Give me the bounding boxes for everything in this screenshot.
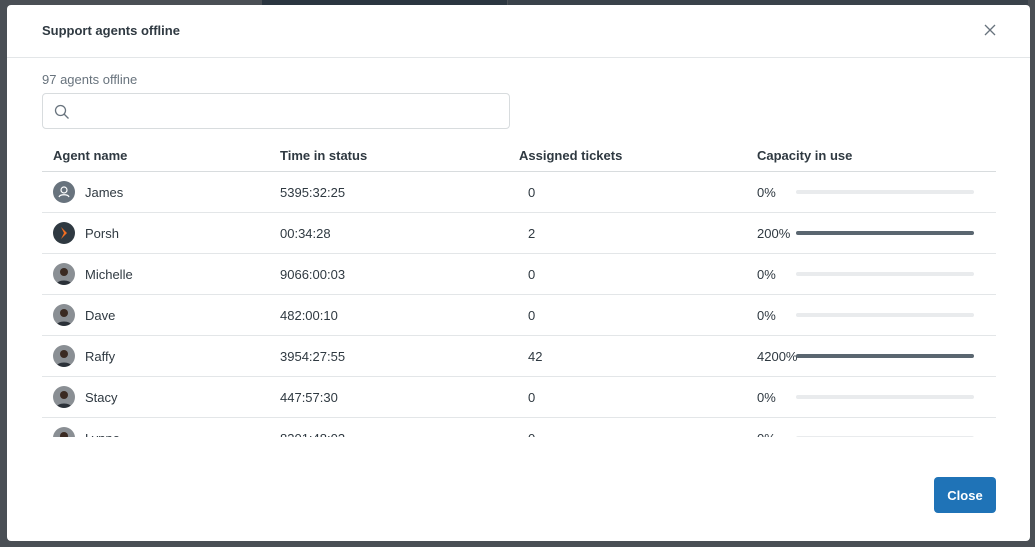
time-in-status: 482:00:10 <box>280 307 338 323</box>
background-panel <box>262 0 507 5</box>
assigned-tickets: 0 <box>528 184 536 200</box>
header-agent-name: Agent name <box>53 148 128 163</box>
header-time-in-status: Time in status <box>280 148 368 163</box>
assigned-tickets: 0 <box>528 266 536 282</box>
time-in-status: 00:34:28 <box>280 225 331 241</box>
time-in-status: 5395:32:25 <box>280 184 346 200</box>
search-input[interactable] <box>42 93 510 129</box>
close-button[interactable]: Close <box>934 477 996 513</box>
agent-name: Dave <box>85 307 116 323</box>
table-row[interactable]: Dave 482:00:10 0 0% <box>42 295 996 336</box>
modal-header: Support agents offline <box>7 5 1030 58</box>
capacity-percent: 0% <box>757 184 776 200</box>
time-in-status: 9066:00:03 <box>280 266 346 282</box>
assigned-tickets: 2 <box>528 225 536 241</box>
search-icon <box>54 104 69 119</box>
background-panel <box>508 0 1028 5</box>
assigned-tickets: 0 <box>528 307 536 323</box>
avatar <box>53 345 75 367</box>
capacity-bar <box>796 190 974 194</box>
close-icon[interactable] <box>982 22 998 38</box>
table-row[interactable]: James 5395:32:25 0 0% <box>42 172 996 213</box>
agent-name: Porsh <box>85 225 119 241</box>
capacity-percent: 200% <box>757 225 791 241</box>
capacity-bar <box>796 272 974 276</box>
capacity-percent: 0% <box>757 431 796 438</box>
agent-name: Lynne <box>85 431 120 438</box>
avatar <box>53 427 75 437</box>
capacity-bar <box>796 313 974 317</box>
header-capacity: Capacity in use <box>757 148 853 163</box>
avatar <box>53 222 75 244</box>
capacity-bar-fill <box>796 354 974 358</box>
avatar <box>53 386 75 408</box>
capacity-percent: 4200% <box>757 348 798 364</box>
agent-name: Stacy <box>85 389 118 405</box>
agent-name: James <box>85 184 124 200</box>
table-row[interactable]: Porsh 00:34:28 2 200% <box>42 213 996 254</box>
capacity-bar <box>796 354 974 358</box>
avatar <box>53 304 75 326</box>
table-row[interactable]: Lynne 8301:48:03 0 0% <box>42 418 996 437</box>
capacity-bar-fill <box>796 231 974 235</box>
capacity-percent: 0% <box>757 389 776 405</box>
capacity-bar <box>796 436 974 437</box>
time-in-status: 8301:48:03 <box>280 431 519 438</box>
assigned-tickets: 42 <box>528 348 543 364</box>
capacity-bar <box>796 395 974 399</box>
assigned-tickets: 0 <box>519 431 535 438</box>
table-row[interactable]: Michelle 9066:00:03 0 0% <box>42 254 996 295</box>
table-row[interactable]: Stacy 447:57:30 0 0% <box>42 377 996 418</box>
table-header: Agent name Time in status Assigned ticke… <box>42 140 996 172</box>
capacity-percent: 0% <box>757 266 776 282</box>
time-in-status: 3954:27:55 <box>280 348 346 364</box>
avatar <box>53 263 75 285</box>
table-row[interactable]: Raffy 3954:27:55 42 4200% <box>42 336 996 377</box>
agents-table: Agent name Time in status Assigned ticke… <box>42 140 996 437</box>
capacity-bar <box>796 231 974 235</box>
assigned-tickets: 0 <box>528 389 536 405</box>
agent-name: Michelle <box>85 266 133 282</box>
modal-title: Support agents offline <box>42 23 180 38</box>
avatar <box>53 181 75 203</box>
time-in-status: 447:57:30 <box>280 389 338 405</box>
header-assigned-tickets: Assigned tickets <box>519 148 623 163</box>
capacity-percent: 0% <box>757 307 776 323</box>
agents-offline-modal: Support agents offline 97 agents offline… <box>7 5 1030 541</box>
offline-count: 97 agents offline <box>42 72 138 87</box>
agent-name: Raffy <box>85 348 116 364</box>
